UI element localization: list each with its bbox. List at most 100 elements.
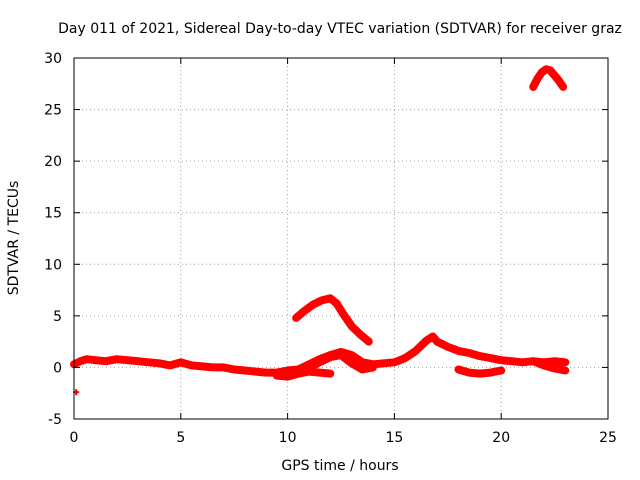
series-wave-segment: [305, 351, 377, 374]
data-point: [487, 369, 494, 376]
data-point: [348, 360, 355, 367]
data-point: [284, 373, 291, 380]
data-point: [103, 358, 110, 365]
data-point: [145, 359, 152, 366]
data-point: [348, 323, 355, 330]
x-tick-label: 25: [599, 430, 617, 446]
chart-title: Day 011 of 2021, Sidereal Day-to-day VTE…: [58, 21, 622, 37]
data-point: [177, 359, 184, 366]
data-point: [135, 358, 142, 365]
data-point: [318, 297, 325, 304]
data-point: [391, 359, 398, 366]
data-point: [551, 365, 558, 372]
y-tick-label: 0: [53, 360, 62, 376]
data-point: [534, 75, 541, 82]
data-point: [487, 355, 494, 362]
data-point: [199, 363, 206, 370]
data-point: [333, 300, 340, 307]
x-tick-label: 0: [70, 430, 79, 446]
data-point: [188, 362, 195, 369]
data-point: [543, 66, 550, 73]
data-point: [310, 301, 317, 308]
data-point: [327, 354, 334, 361]
data-point: [466, 349, 473, 356]
data-point: [295, 370, 302, 377]
data-point: [263, 369, 270, 376]
data-point: [540, 362, 547, 369]
data-point: [380, 360, 387, 367]
data-point: [455, 347, 462, 354]
y-tick-label: 30: [44, 51, 62, 67]
grid: [74, 58, 608, 419]
series-top-arc: [529, 65, 568, 91]
data-point: [327, 295, 334, 302]
data-point: [92, 357, 99, 364]
y-tick-label: 25: [44, 103, 62, 119]
data-point: [113, 356, 120, 363]
data-point: [412, 347, 419, 354]
data-point: [551, 72, 558, 79]
data-point: [423, 337, 430, 344]
y-tick-label: 10: [44, 257, 62, 273]
data-point: [455, 366, 462, 373]
data-point: [498, 367, 505, 374]
data-point: [551, 358, 558, 365]
data-point: [316, 359, 323, 366]
data-point: [301, 307, 308, 314]
data-point: [530, 358, 537, 365]
data-point: [231, 366, 238, 373]
data-point: [167, 362, 174, 369]
y-axis-label: SDTVAR / TECUs: [6, 181, 22, 296]
data-point: [293, 314, 300, 321]
data-point: [498, 357, 505, 364]
data-point: [124, 357, 131, 364]
y-tick-label: 15: [44, 206, 62, 222]
series-dip-segment: [272, 367, 335, 381]
data-point: [547, 67, 554, 74]
series-late-dip: [454, 365, 506, 378]
x-tick-label: 15: [385, 430, 403, 446]
data-point: [284, 367, 291, 374]
y-tick-label: 5: [53, 309, 62, 325]
data-point: [340, 310, 347, 317]
series-line: [292, 294, 373, 346]
data-point: [305, 364, 312, 371]
data-point: [476, 370, 483, 377]
data-point: [562, 359, 569, 366]
data-point: [429, 333, 436, 340]
series-late-tail: [529, 357, 570, 375]
data-point: [348, 352, 355, 359]
data-point: [359, 366, 366, 373]
data-point: [370, 364, 377, 371]
data-point: [273, 372, 280, 379]
data-point: [555, 77, 562, 84]
axis-ticks: 0 5 10 15 20 25 -5 0 5 10 15 20 25 30: [44, 51, 617, 446]
data-point: [77, 358, 84, 365]
data-point: [476, 353, 483, 360]
data-point: [434, 338, 441, 345]
series-peak: [292, 294, 373, 346]
plot-frame: [73, 57, 609, 420]
data-point: [508, 358, 515, 365]
y-tick-label: -5: [48, 412, 62, 428]
x-tick-label: 20: [492, 430, 510, 446]
data-point: [316, 369, 323, 376]
data-point: [560, 83, 567, 90]
data-point: [156, 360, 163, 367]
data-point: [402, 355, 409, 362]
data-point: [327, 370, 334, 377]
x-tick-label: 5: [176, 430, 185, 446]
data-point: [357, 331, 364, 338]
data-point: [359, 359, 366, 366]
data-point: [530, 83, 537, 90]
data-point: [519, 359, 526, 366]
x-tick-label: 10: [279, 430, 297, 446]
data-point: [538, 69, 545, 76]
data-point: [209, 364, 216, 371]
data-point: [466, 369, 473, 376]
data-marks: [70, 65, 570, 396]
data-point: [338, 352, 344, 359]
x-axis-label: GPS time / hours: [281, 458, 398, 474]
data-point: [444, 343, 451, 350]
